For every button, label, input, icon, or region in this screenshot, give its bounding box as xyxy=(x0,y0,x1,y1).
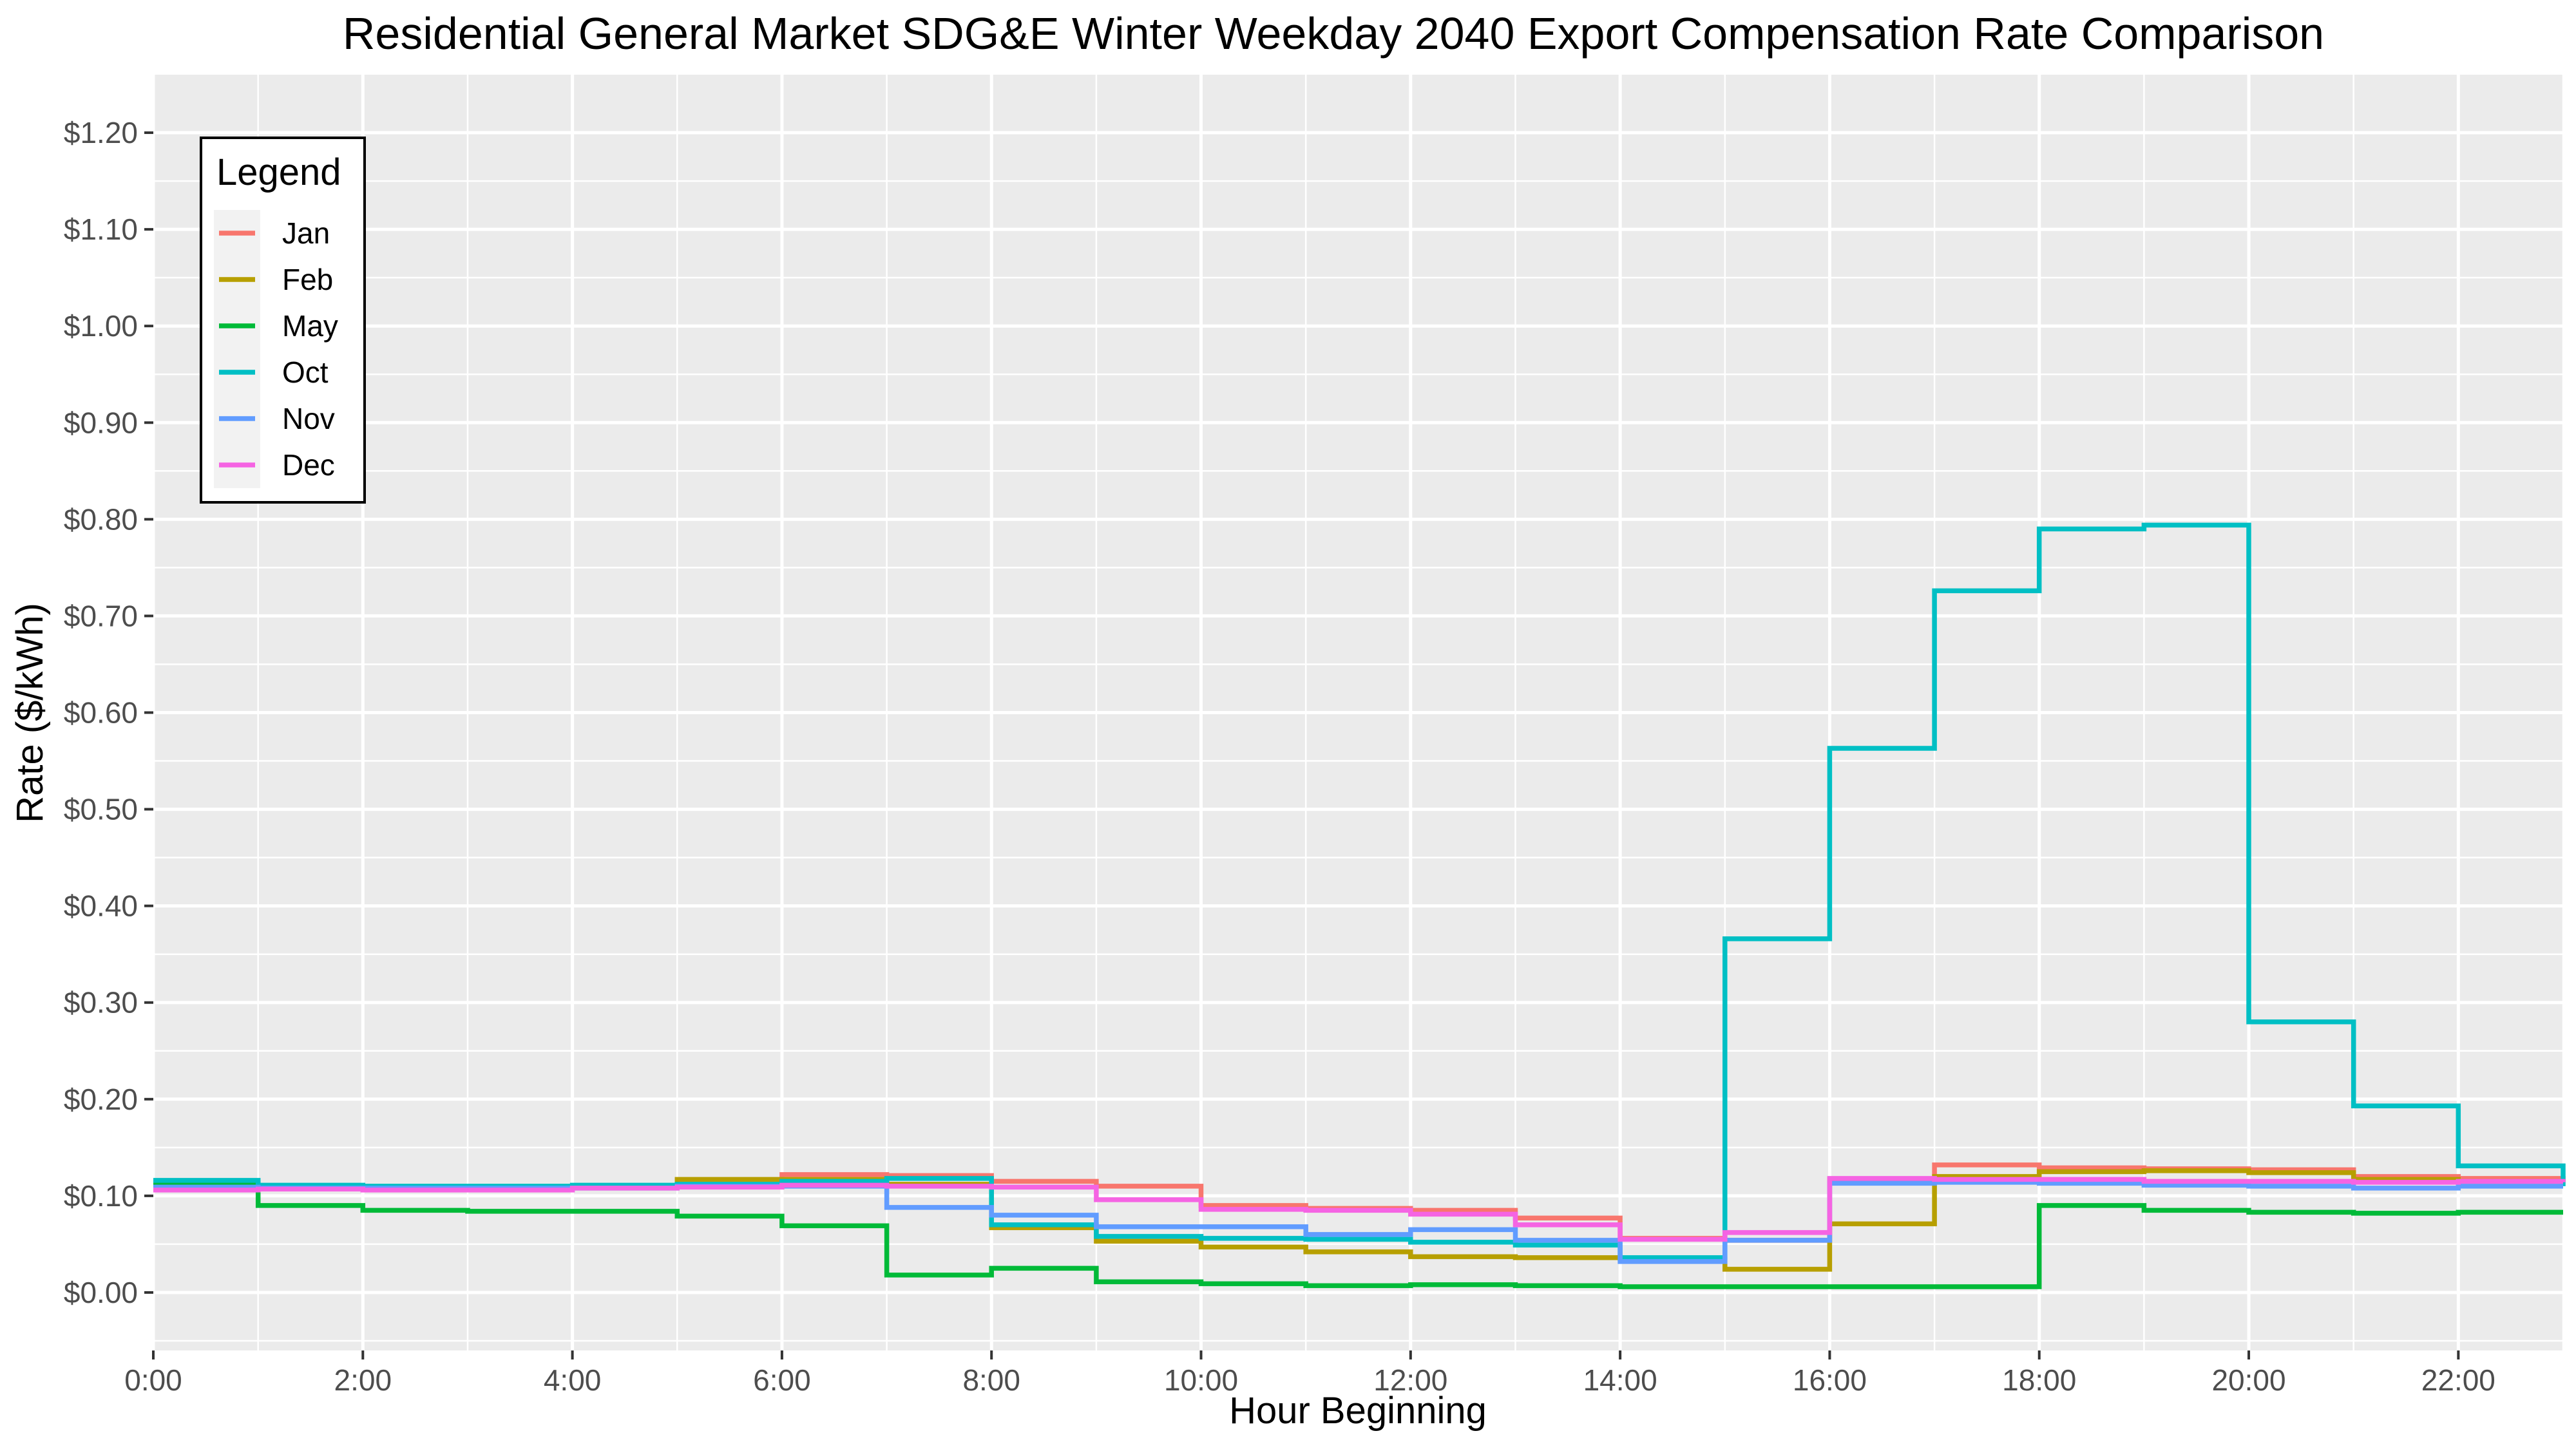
x-tick-label: 8:00 xyxy=(962,1363,1020,1397)
y-tick-label: $0.40 xyxy=(64,889,138,923)
legend-label-oct: Oct xyxy=(282,355,329,389)
x-axis-title: Hour Beginning xyxy=(1229,1390,1487,1432)
x-tick-label: 2:00 xyxy=(334,1363,392,1397)
x-tick-label: 14:00 xyxy=(1583,1363,1657,1397)
x-tick-label: 18:00 xyxy=(2002,1363,2076,1397)
x-axis: 0:00 2:00 4:00 6:00 8:00 10:00 12:00 14:00 16:00… xyxy=(124,1350,2495,1397)
legend-label-dec: Dec xyxy=(282,448,335,482)
major-gridlines xyxy=(151,75,2563,1350)
y-tick-label: $1.20 xyxy=(64,116,138,149)
x-tick-label: 22:00 xyxy=(2421,1363,2495,1397)
legend-label-jan: Jan xyxy=(282,216,330,250)
y-tick-label: $0.60 xyxy=(64,696,138,730)
series-line-may xyxy=(153,1180,2563,1289)
chart-title: Residential General Market SDG&E Winter … xyxy=(343,8,2324,59)
series-line-oct xyxy=(153,522,2566,1260)
y-tick-label: $0.20 xyxy=(64,1083,138,1116)
y-tick-label: $1.10 xyxy=(64,213,138,246)
y-tick-label: $0.90 xyxy=(64,406,138,439)
y-tick-label: $0.00 xyxy=(64,1276,138,1309)
y-axis-title: Rate ($/kWh) xyxy=(9,603,51,823)
x-tick-label: 0:00 xyxy=(124,1363,182,1397)
legend-items: Jan Feb May Oct Nov Dec xyxy=(214,210,338,488)
x-tick-label: 6:00 xyxy=(753,1363,811,1397)
y-tick-label: $1.00 xyxy=(64,309,138,343)
legend-title: Legend xyxy=(216,151,341,193)
y-tick-label: $0.30 xyxy=(64,986,138,1019)
y-tick-label: $0.50 xyxy=(64,793,138,826)
x-tick-label: 16:00 xyxy=(1793,1363,1867,1397)
y-tick-label: $0.10 xyxy=(64,1179,138,1213)
legend: Legend Jan Feb May Oct Nov Dec xyxy=(200,137,366,504)
series-lines xyxy=(153,522,2566,1289)
y-tick-label: $0.70 xyxy=(64,599,138,632)
x-tick-label: 12:00 xyxy=(1373,1363,1447,1397)
x-tick-label: 10:00 xyxy=(1164,1363,1238,1397)
legend-label-nov: Nov xyxy=(282,402,335,435)
series-line-dec xyxy=(153,1176,2566,1242)
y-tick-label: $0.80 xyxy=(64,502,138,536)
x-tick-label: 4:00 xyxy=(544,1363,602,1397)
legend-label-feb: Feb xyxy=(282,263,333,296)
legend-label-may: May xyxy=(282,309,338,343)
x-tick-label: 20:00 xyxy=(2211,1363,2285,1397)
y-axis: $0.00 $0.10 $0.20 $0.30 $0.40 $0.50 $0.60 $0.70… xyxy=(64,116,153,1309)
